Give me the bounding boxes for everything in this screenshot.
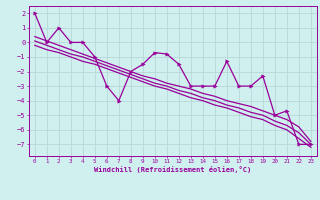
X-axis label: Windchill (Refroidissement éolien,°C): Windchill (Refroidissement éolien,°C) [94,166,252,173]
